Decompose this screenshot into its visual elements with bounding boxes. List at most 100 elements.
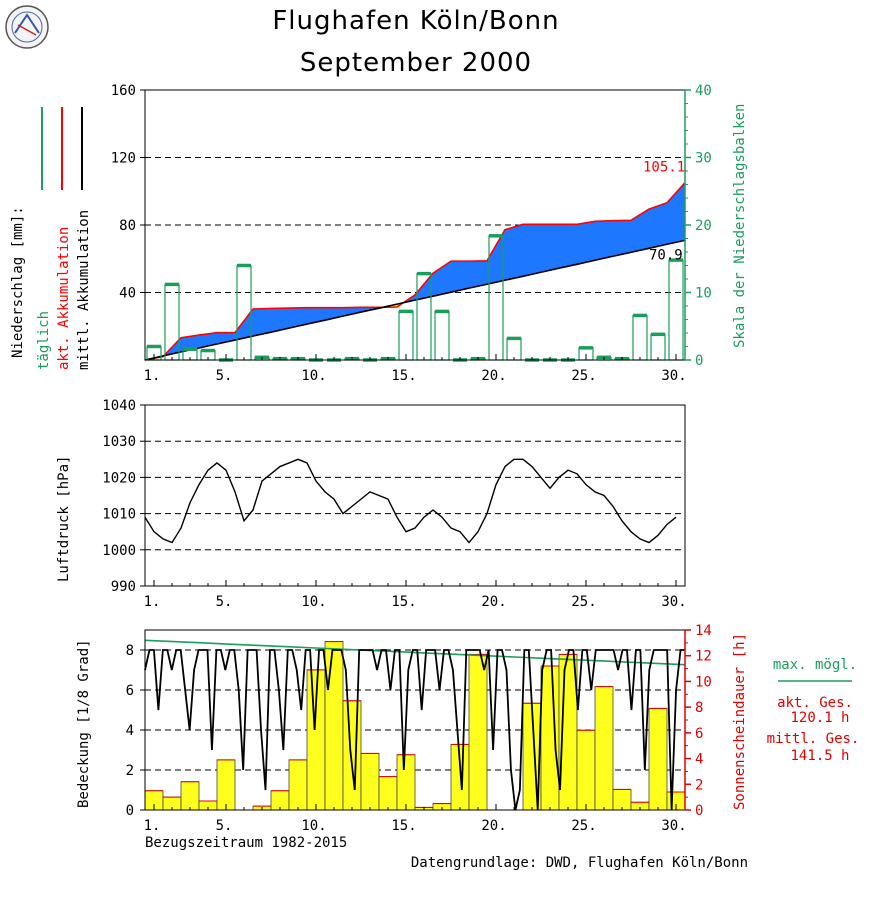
surplus-area: [595, 220, 613, 261]
ylabel-precip: Niederschlag [mm]:: [10, 206, 26, 358]
sunshine-bar: [648, 708, 668, 811]
ylabel-cloud: Bedeckung [1/8 Grad]: [76, 639, 92, 808]
x-tick-label: 10.: [301, 594, 326, 610]
x-tick-label: 10.: [301, 368, 326, 384]
y-tick-label: 6: [126, 683, 134, 699]
ylabel-right-precip: Skala der Niederschlagsbalken: [732, 104, 748, 348]
y-tick-label: 2: [126, 763, 134, 779]
ylabel-daily: täglich: [36, 311, 52, 370]
y2-tick-label: 12: [695, 649, 712, 665]
chart-title-line2: September 2000: [299, 48, 533, 78]
dwd-logo: [5, 5, 49, 49]
surplus-area: [649, 202, 667, 249]
y-tick-label: 0: [126, 803, 134, 819]
surplus-area: [433, 261, 451, 297]
y2-tick-label: 20: [695, 218, 712, 234]
annotation-actual: 105.1: [643, 160, 685, 176]
footer-source: Datengrundlage: DWD, Flughafen Köln/Bonn: [411, 855, 748, 871]
surplus-area: [253, 308, 271, 337]
y2-tick-label: 8: [695, 700, 703, 716]
y-tick-label: 40: [119, 286, 136, 302]
surplus-area: [307, 307, 325, 325]
surplus-area: [235, 309, 253, 341]
x-tick-label: 25.: [571, 594, 596, 610]
surplus-area: [343, 307, 361, 317]
y2-tick-label: 2: [695, 777, 703, 793]
legend-mittl-label: mittl. Ges.: [767, 731, 860, 747]
x-tick-label: 20.: [481, 818, 506, 834]
sunshine-bar: [576, 729, 596, 811]
y-tick-label: 1020: [102, 470, 136, 486]
surplus-area: [271, 308, 289, 333]
y-tick-label: 1000: [102, 543, 136, 559]
y-tick-label: 1030: [102, 434, 136, 450]
sunshine-bar: [324, 641, 344, 811]
surplus-area: [289, 307, 307, 329]
surplus-area: [631, 209, 649, 253]
sunshine-bar: [540, 665, 560, 811]
series-mean-accumulation: [144, 239, 686, 361]
legend-akt-value: 120.1 h: [790, 710, 849, 726]
legend-mittl-value: 141.5 h: [790, 748, 849, 764]
surplus-area: [613, 220, 631, 257]
sunshine-bar: [180, 781, 200, 811]
y2-tick-label: 10: [695, 286, 712, 302]
legend-akt-label: akt. Ges.: [777, 695, 853, 711]
surplus-area: [505, 224, 523, 281]
chart-title-line1: Flughafen Köln/Bonn: [272, 6, 560, 36]
annotation-mean: 70.9: [649, 247, 683, 263]
precip-bar: [668, 259, 684, 361]
surplus-area: [523, 224, 541, 277]
x-tick-label: 15.: [391, 818, 416, 834]
ylabel-mean: mittl. Akkumulation: [76, 210, 92, 370]
y2-tick-label: 40: [695, 83, 712, 99]
precip-bar: [632, 314, 648, 361]
x-tick-label: 10.: [301, 818, 326, 834]
y2-tick-label: 4: [695, 752, 703, 768]
surplus-area: [415, 273, 433, 301]
x-tick-label: 30.: [661, 818, 686, 834]
sunshine-bar: [468, 654, 488, 811]
precip-bar: [398, 310, 414, 361]
y2-tick-label: 30: [695, 151, 712, 167]
surplus-area: [469, 260, 487, 289]
x-tick-label: 5.: [216, 368, 233, 384]
ylabel-sunshine: Sonnenscheindauer [h]: [732, 633, 748, 810]
sunshine-bar: [342, 700, 362, 811]
sunshine-bar: [594, 686, 614, 811]
x-tick-label: 25.: [571, 818, 596, 834]
x-tick-label: 5.: [216, 818, 233, 834]
x-tick-label: 1.: [144, 594, 161, 610]
precip-bar: [434, 310, 450, 361]
surplus-area: [217, 332, 235, 344]
x-tick-label: 1.: [144, 818, 161, 834]
ylabel-pressure: Luftdruck [hPa]: [56, 456, 72, 582]
sunshine-bar: [396, 754, 416, 811]
series-max-sunshine: [144, 639, 686, 666]
precip-bar: [506, 337, 522, 361]
x-tick-label: 25.: [571, 368, 596, 384]
surplus-area: [577, 221, 595, 265]
y2-tick-label: 14: [695, 623, 712, 639]
y2-tick-label: 0: [695, 803, 703, 819]
sunshine-bar: [288, 759, 308, 811]
sunshine-bar: [612, 789, 632, 811]
y-tick-label: 160: [111, 83, 136, 99]
surplus-area: [541, 224, 559, 273]
footer-reference: Bezugszeitraum 1982-2015: [145, 835, 347, 851]
precip-bar: [650, 333, 666, 361]
y-tick-label: 990: [111, 579, 136, 595]
sunshine-bar: [360, 753, 380, 811]
y-tick-label: 80: [119, 218, 136, 234]
series-pressure: [144, 458, 677, 544]
x-tick-label: 20.: [481, 368, 506, 384]
surplus-area: [487, 229, 505, 285]
ylabel-actual: akt. Akkumulation: [56, 227, 72, 370]
surplus-area: [451, 261, 469, 293]
surplus-area: [559, 224, 577, 269]
y-tick-label: 1010: [102, 507, 136, 523]
y-tick-label: 4: [126, 723, 134, 739]
y2-tick-label: 10: [695, 674, 712, 690]
